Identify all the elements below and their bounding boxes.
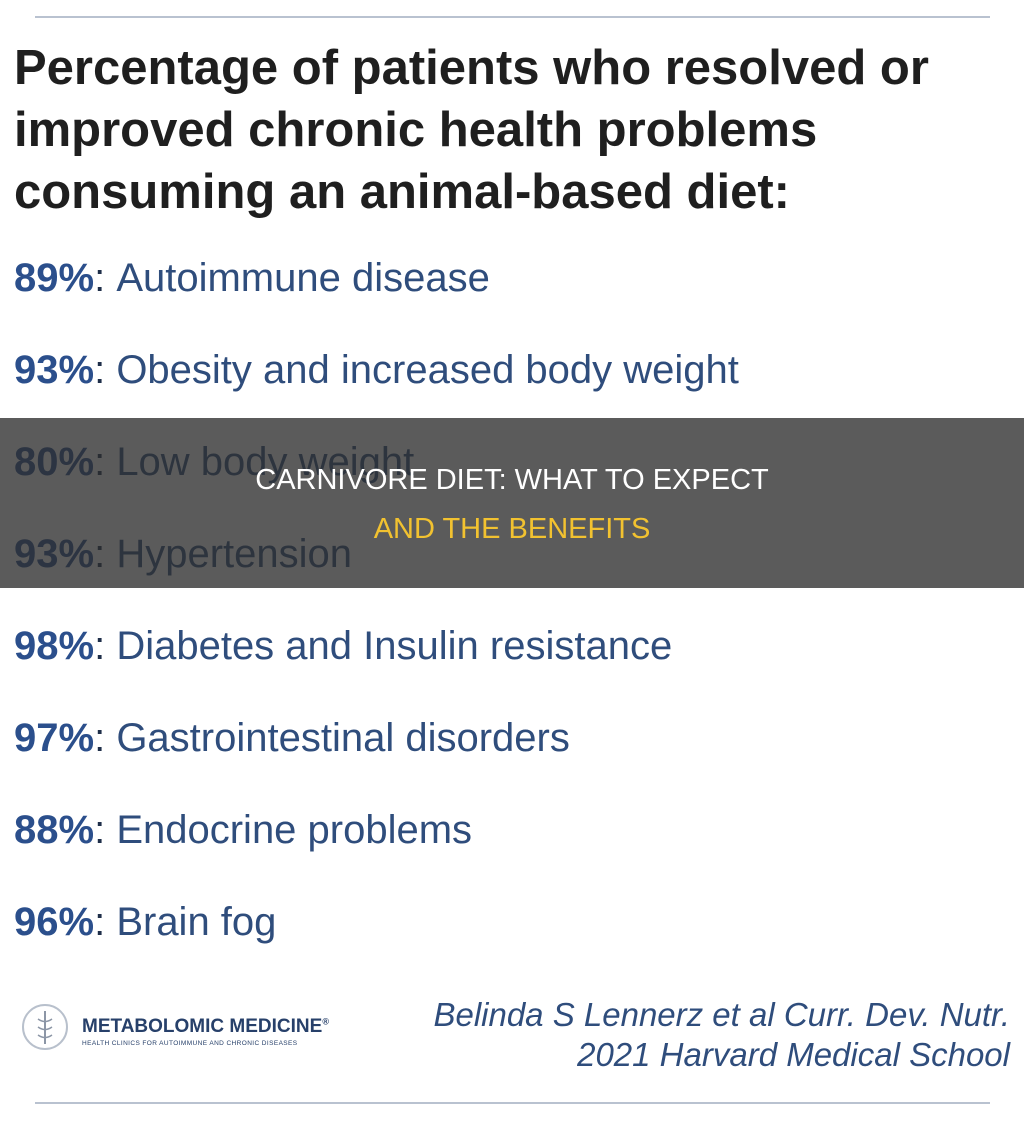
item-spacer [105,624,116,668]
item-spacer [105,716,116,760]
item-separator: : [94,256,106,300]
title-line: improved chronic health problems [14,103,818,157]
item-row: 89%: Autoimmune disease [14,258,490,298]
item-label: Endocrine problems [116,808,473,852]
item-row: 98%: Diabetes and Insulin resistance [14,626,672,666]
logo-tagline: HEALTH CLINICS FOR AUTOIMMUNE AND CHRONI… [82,1040,298,1047]
item-separator: : [94,348,106,392]
item-label: Obesity and increased body weight [116,348,739,392]
logo-icon [22,1004,68,1050]
item-row: 93%: Obesity and increased body weight [14,350,739,390]
item-row: 97%: Gastrointestinal disorders [14,718,570,758]
item-percent: 97% [14,716,95,760]
top-rule [35,16,990,18]
item-spacer [105,348,116,392]
citation-line: Belinda S Lennerz et al Curr. Dev. Nutr. [433,996,1010,1033]
item-separator: : [94,624,106,668]
title-line: consuming an animal-based diet: [14,165,790,219]
item-percent: 98% [14,624,95,668]
item-percent: 96% [14,900,95,944]
logo-text: METABOLOMIC MEDICINE [82,1016,323,1037]
banner: CARNIVORE DIET: WHAT TO EXPECT AND THE B… [0,418,1024,588]
logo-mark: ® [322,1016,329,1027]
item-separator: : [94,808,106,852]
item-separator: : [94,716,106,760]
item-spacer [105,900,116,944]
item-percent: 93% [14,348,95,392]
bottom-rule [35,1102,990,1104]
item-percent: 89% [14,256,95,300]
item-label: Brain fog [116,900,277,944]
item-label: Autoimmune disease [116,256,490,300]
banner-title: CARNIVORE DIET: WHAT TO EXPECT [255,464,769,496]
title-line: Percentage of patients who resolved or [14,41,929,95]
item-row: 96%: Brain fog [14,902,276,942]
item-row: 88%: Endocrine problems [14,810,472,850]
item-spacer [105,808,116,852]
banner-subtitle: AND THE BENEFITS [373,513,651,545]
item-spacer [105,256,116,300]
logo-name: METABOLOMIC MEDICINE® [82,1016,329,1038]
item-separator: : [94,900,106,944]
item-percent: 88% [14,808,95,852]
item-label: Gastrointestinal disorders [116,716,570,760]
item-label: Diabetes and Insulin resistance [116,624,673,668]
logo: METABOLOMIC MEDICINE® HEALTH CLINICS FOR… [20,1002,350,1052]
citation-line: 2021 Harvard Medical School [577,1036,1010,1073]
